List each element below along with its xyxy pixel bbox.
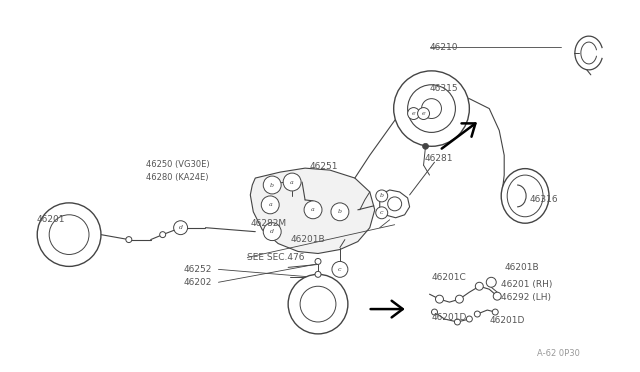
Text: 46210: 46210 <box>429 42 458 52</box>
Circle shape <box>474 311 480 317</box>
Circle shape <box>454 319 460 325</box>
Circle shape <box>422 143 429 149</box>
Text: 46201B: 46201B <box>504 263 539 272</box>
Text: c: c <box>380 210 383 215</box>
Circle shape <box>126 237 132 243</box>
Circle shape <box>431 309 438 315</box>
Circle shape <box>315 259 321 264</box>
Text: b: b <box>338 209 342 214</box>
Circle shape <box>283 173 301 191</box>
Text: 46201C: 46201C <box>431 273 467 282</box>
Text: 46292 (LH): 46292 (LH) <box>501 293 551 302</box>
Circle shape <box>376 190 388 202</box>
Circle shape <box>160 232 166 238</box>
Text: 46201: 46201 <box>36 215 65 224</box>
Text: a: a <box>291 180 294 185</box>
Circle shape <box>493 292 501 300</box>
Circle shape <box>492 309 498 315</box>
Circle shape <box>49 215 89 254</box>
Text: e: e <box>412 111 415 116</box>
Circle shape <box>304 201 322 219</box>
Circle shape <box>486 277 496 287</box>
Text: 46202: 46202 <box>184 278 212 287</box>
Text: 46280 (KA24E): 46280 (KA24E) <box>146 173 208 182</box>
Circle shape <box>173 221 188 235</box>
Circle shape <box>261 196 279 214</box>
Ellipse shape <box>501 169 549 223</box>
Text: 46201D: 46201D <box>489 317 525 326</box>
Text: 46315: 46315 <box>429 84 458 93</box>
Text: 46251: 46251 <box>310 162 339 171</box>
Text: SEE SEC.476: SEE SEC.476 <box>247 253 305 262</box>
Text: 46282M: 46282M <box>250 219 287 228</box>
Circle shape <box>332 262 348 277</box>
Circle shape <box>388 197 402 211</box>
Circle shape <box>376 207 388 219</box>
Polygon shape <box>250 168 375 253</box>
Circle shape <box>37 203 101 266</box>
Text: 46201 (RH): 46201 (RH) <box>501 280 552 289</box>
Text: a: a <box>268 202 272 207</box>
Circle shape <box>435 295 444 303</box>
Text: c: c <box>338 267 342 272</box>
Text: e: e <box>422 111 426 116</box>
Text: A-62 0P30: A-62 0P30 <box>537 349 580 358</box>
Ellipse shape <box>507 175 543 217</box>
Text: 46316: 46316 <box>529 195 557 204</box>
Circle shape <box>394 71 469 146</box>
Circle shape <box>408 108 420 119</box>
Text: a: a <box>311 207 315 212</box>
Text: d: d <box>179 225 182 230</box>
Circle shape <box>315 271 321 277</box>
Circle shape <box>288 274 348 334</box>
Text: d: d <box>270 229 274 234</box>
Circle shape <box>408 85 456 132</box>
Text: 46281: 46281 <box>424 154 453 163</box>
Text: 46201D: 46201D <box>431 312 467 321</box>
Text: b: b <box>270 183 274 187</box>
Circle shape <box>456 295 463 303</box>
Circle shape <box>467 316 472 322</box>
Circle shape <box>263 176 281 194</box>
Text: 46252: 46252 <box>184 265 212 274</box>
Circle shape <box>476 282 483 290</box>
Circle shape <box>422 99 442 119</box>
Text: 46201B: 46201B <box>290 235 324 244</box>
Circle shape <box>300 286 336 322</box>
Circle shape <box>263 223 281 241</box>
Circle shape <box>331 203 349 221</box>
Text: 46250 (VG30E): 46250 (VG30E) <box>146 160 209 169</box>
Text: b: b <box>380 193 384 198</box>
Circle shape <box>417 108 429 119</box>
